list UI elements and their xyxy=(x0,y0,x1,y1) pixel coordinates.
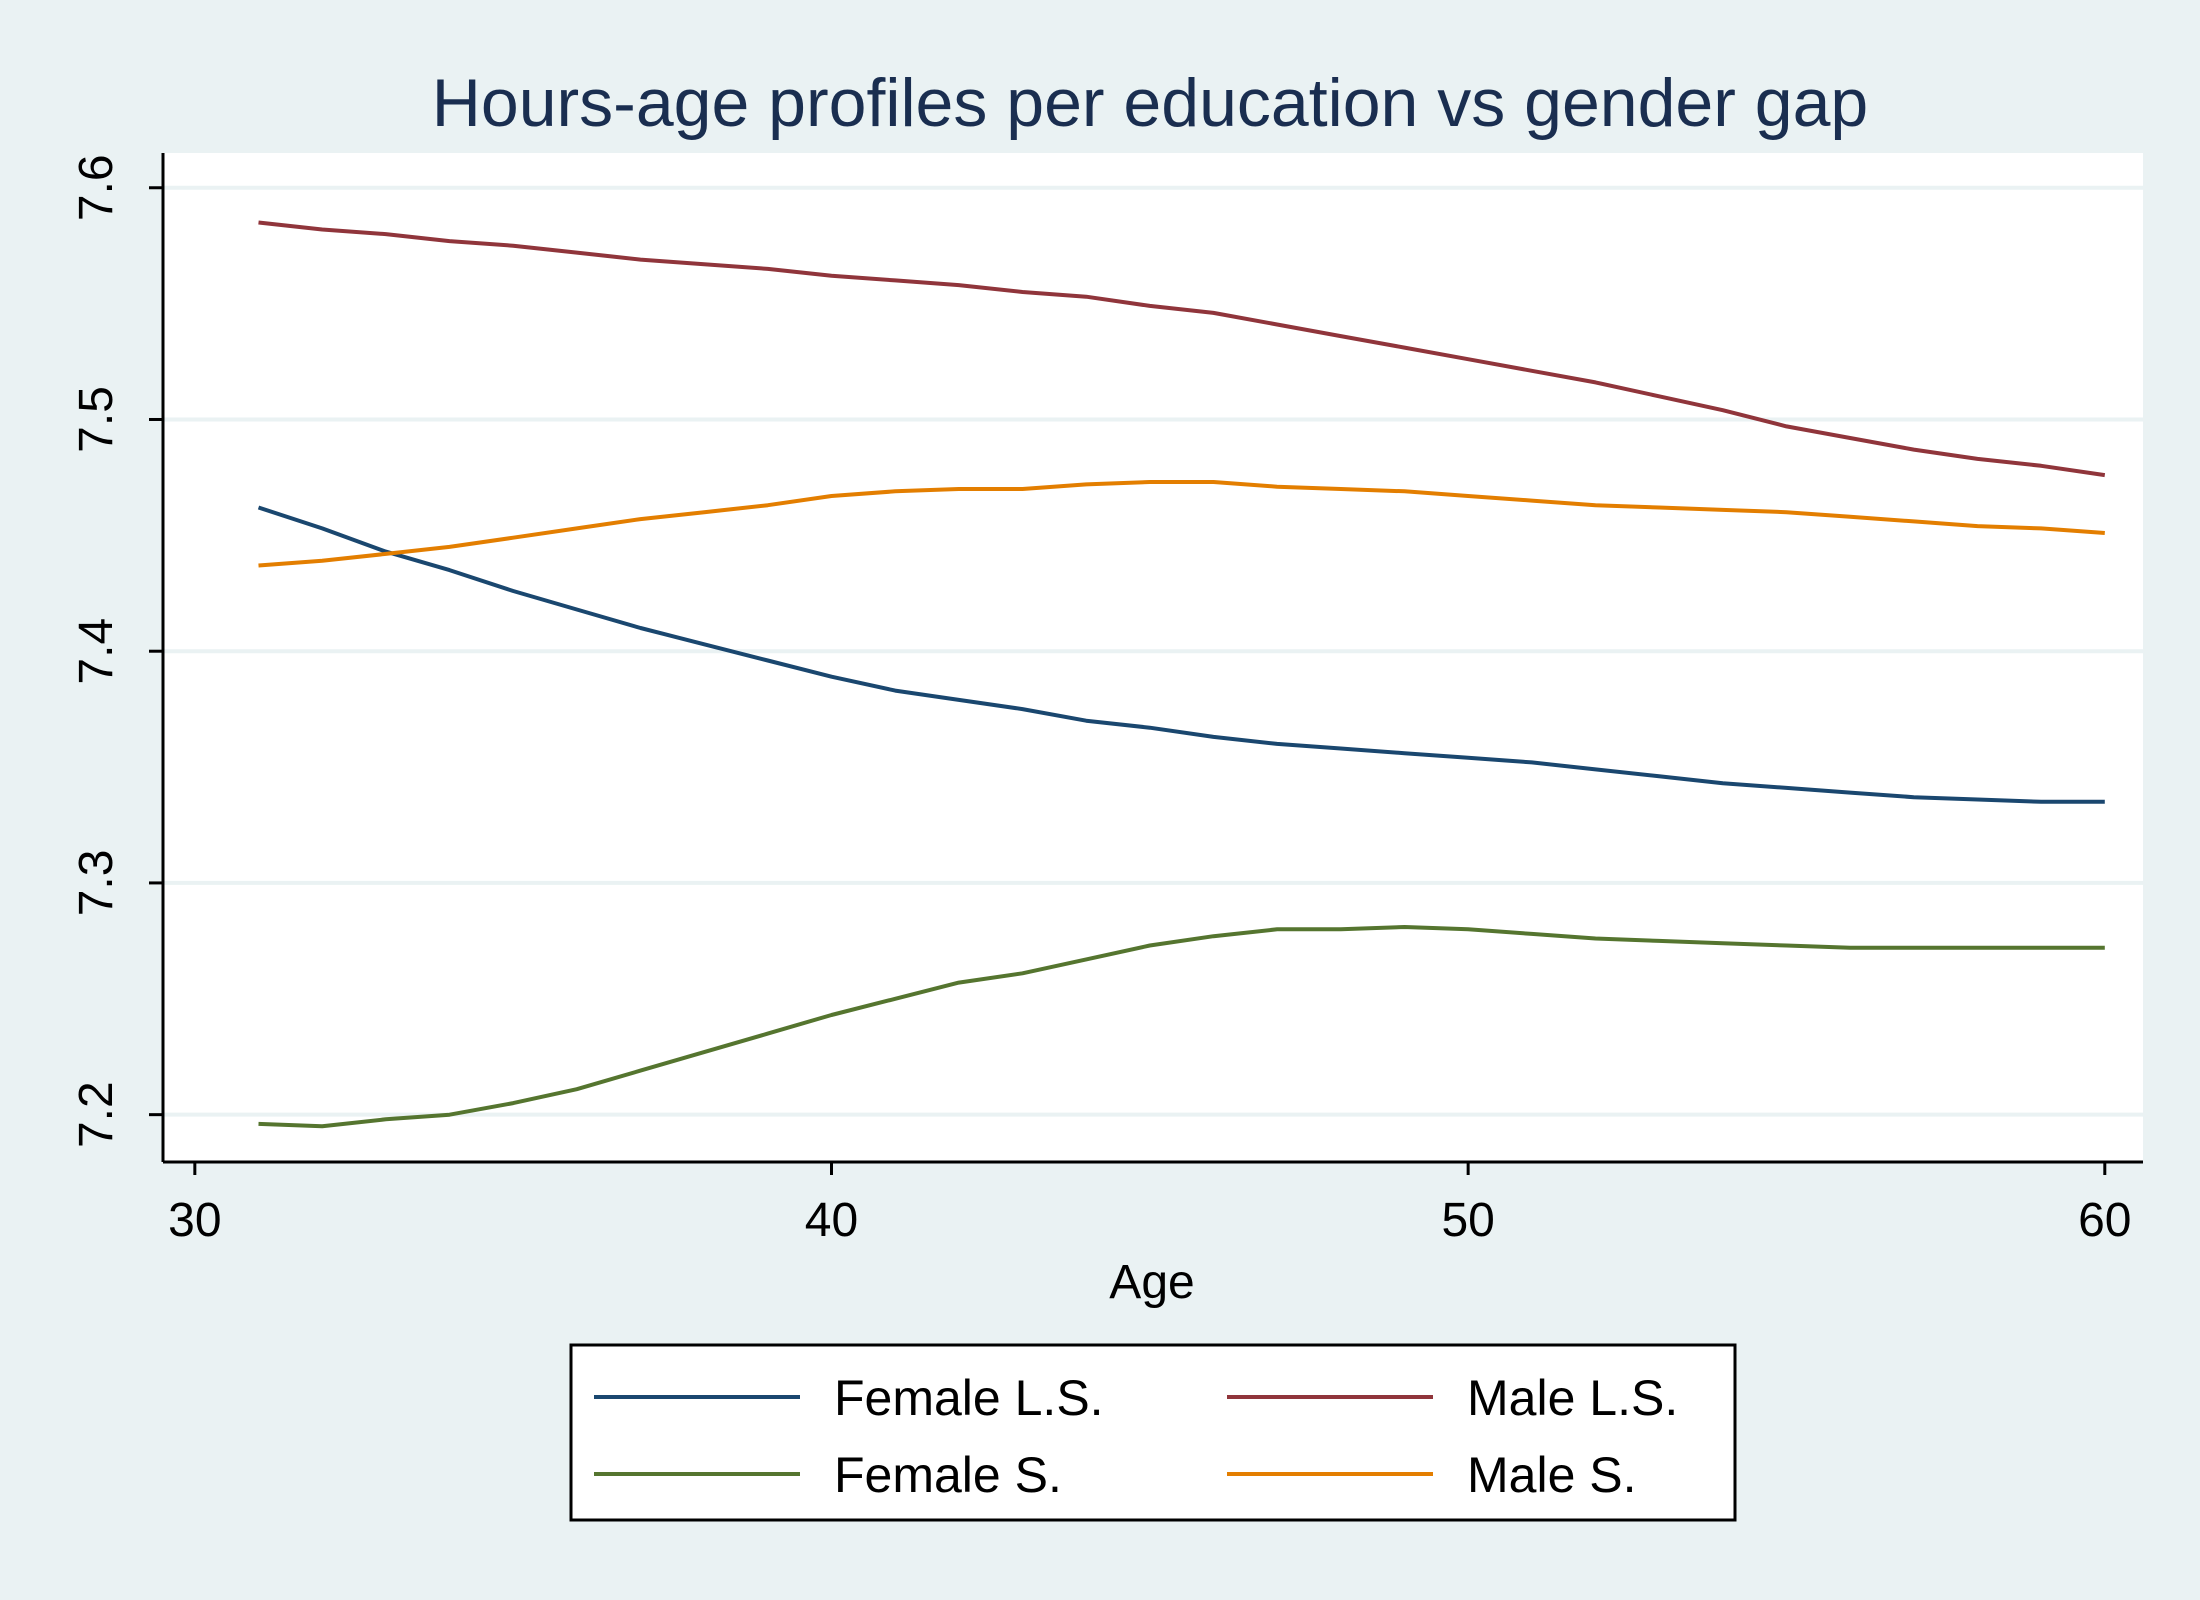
x-tick-label: 50 xyxy=(1441,1194,1494,1247)
axes xyxy=(161,153,2143,1164)
gridlines xyxy=(163,185,2143,1117)
series-lines xyxy=(257,220,2106,1129)
series-line-female-s xyxy=(258,925,2105,1129)
x-ticks: 30 40 50 60 xyxy=(168,1161,2131,1247)
legend-label: Male S. xyxy=(1467,1447,1637,1503)
chart-title: Hours-age profiles per education vs gend… xyxy=(432,65,1868,141)
plot-area xyxy=(163,153,2143,1161)
x-tick-label: 60 xyxy=(2078,1194,2131,1247)
legend-label: Male L.S. xyxy=(1467,1370,1678,1426)
series-line-female-l-s xyxy=(257,505,2105,804)
y-tick-label: 7.6 xyxy=(70,154,123,221)
legend-label: Female S. xyxy=(834,1447,1062,1503)
series-line-male-s xyxy=(258,480,2105,568)
y-tick-label: 7.4 xyxy=(70,618,123,685)
series-line-male-l-s xyxy=(258,220,2106,478)
x-axis-title: Age xyxy=(1109,1256,1194,1309)
x-tick-label: 40 xyxy=(805,1194,858,1247)
y-tick-label: 7.2 xyxy=(70,1081,123,1148)
x-tick-label: 30 xyxy=(168,1194,221,1247)
legend-label: Female L.S. xyxy=(834,1370,1104,1426)
y-tick-label: 7.5 xyxy=(70,386,123,453)
y-tick-label: 7.3 xyxy=(70,850,123,917)
legend: Female L.S. Male L.S. Female S. Male S. xyxy=(569,1343,1737,1522)
y-ticks: 7.2 7.3 7.4 7.5 7.6 xyxy=(70,154,163,1148)
legend-box xyxy=(569,1343,1737,1522)
